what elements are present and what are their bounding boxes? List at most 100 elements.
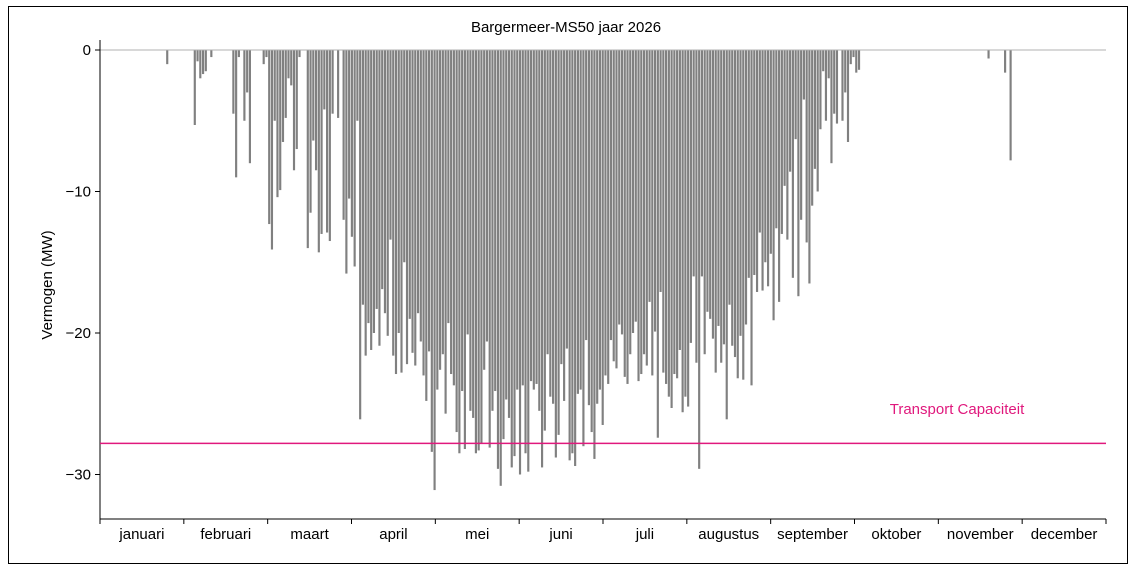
- bar: [700, 50, 703, 277]
- bar: [513, 50, 516, 457]
- bar: [778, 50, 781, 302]
- bar: [268, 50, 271, 225]
- bar: [328, 50, 331, 242]
- bar: [692, 50, 695, 277]
- bar: [620, 50, 624, 335]
- bar: [538, 50, 541, 411]
- bar: [210, 50, 213, 58]
- x-tick-label: oktober: [871, 526, 921, 543]
- bar: [789, 50, 792, 172]
- bar: [761, 50, 764, 291]
- bar: [640, 50, 643, 375]
- bar: [287, 50, 290, 79]
- bar: [494, 50, 497, 392]
- x-tick-label: november: [947, 526, 1014, 543]
- bar: [472, 50, 475, 418]
- bar: [491, 50, 494, 411]
- bar: [364, 50, 367, 356]
- bar: [411, 50, 414, 353]
- bar: [709, 50, 712, 319]
- bar: [392, 50, 395, 356]
- bar: [744, 50, 748, 325]
- bar: [422, 50, 425, 376]
- bar: [813, 50, 817, 169]
- bar: [535, 50, 538, 384]
- x-tick-label: januari: [118, 526, 164, 543]
- bar: [427, 50, 431, 352]
- bar: [507, 50, 511, 418]
- bar: [601, 50, 604, 425]
- bar: [337, 50, 340, 118]
- bar: [276, 50, 279, 198]
- y-tick-label: −30: [66, 467, 91, 484]
- bar: [246, 50, 249, 93]
- bar: [510, 50, 513, 468]
- bar: [543, 50, 546, 431]
- bar: [518, 50, 522, 475]
- bar: [439, 50, 442, 370]
- bar: [596, 50, 599, 404]
- bar: [400, 50, 403, 373]
- bar: [645, 50, 648, 366]
- bar: [747, 50, 750, 278]
- bar: [394, 50, 398, 375]
- bar: [574, 50, 577, 467]
- bar: [469, 50, 472, 411]
- y-tick-label: 0: [83, 42, 91, 59]
- bar: [262, 50, 265, 65]
- bar: [248, 50, 251, 164]
- bar: [695, 50, 698, 363]
- bar: [579, 50, 582, 390]
- bar: [488, 50, 491, 448]
- bar: [780, 50, 783, 234]
- bar: [273, 50, 276, 121]
- bar: [383, 50, 387, 314]
- bar: [232, 50, 235, 114]
- bar: [436, 50, 439, 390]
- axes-group: 0 −10 −20 −30 januari februari maart april mei ju…: [66, 40, 1107, 543]
- bar: [846, 50, 850, 142]
- x-tick-label: april: [379, 526, 407, 543]
- bar: [196, 50, 199, 62]
- bar: [323, 50, 326, 110]
- bar: [659, 50, 662, 292]
- bar: [375, 50, 378, 309]
- bar: [1009, 50, 1012, 161]
- bar: [560, 50, 563, 365]
- bar: [725, 50, 728, 420]
- bar: [353, 50, 356, 267]
- bar: [450, 50, 453, 375]
- bar: [372, 50, 376, 333]
- bar: [987, 50, 990, 59]
- bar: [565, 50, 568, 349]
- bar: [816, 50, 819, 192]
- bar: [648, 50, 651, 302]
- bar: [587, 50, 590, 406]
- bar: [461, 50, 464, 392]
- bar: [598, 50, 602, 390]
- bar: [830, 50, 833, 164]
- bar: [607, 50, 610, 384]
- bar: [480, 50, 483, 444]
- bar: [516, 50, 519, 390]
- bar: [582, 50, 585, 447]
- bar: [295, 50, 298, 150]
- bar: [201, 50, 205, 75]
- bar: [711, 50, 715, 339]
- bar: [281, 50, 285, 142]
- bar: [314, 50, 318, 171]
- bar: [805, 50, 808, 243]
- bar: [466, 50, 469, 335]
- bar: [833, 50, 836, 114]
- bar: [408, 50, 411, 319]
- bar: [775, 50, 778, 229]
- bar: [419, 50, 422, 342]
- bar: [750, 50, 753, 386]
- bar: [717, 50, 720, 326]
- x-tick-label: augustus: [698, 526, 759, 543]
- bar: [557, 50, 560, 435]
- bar: [637, 50, 640, 382]
- bar: [615, 50, 618, 369]
- bar: [306, 50, 309, 249]
